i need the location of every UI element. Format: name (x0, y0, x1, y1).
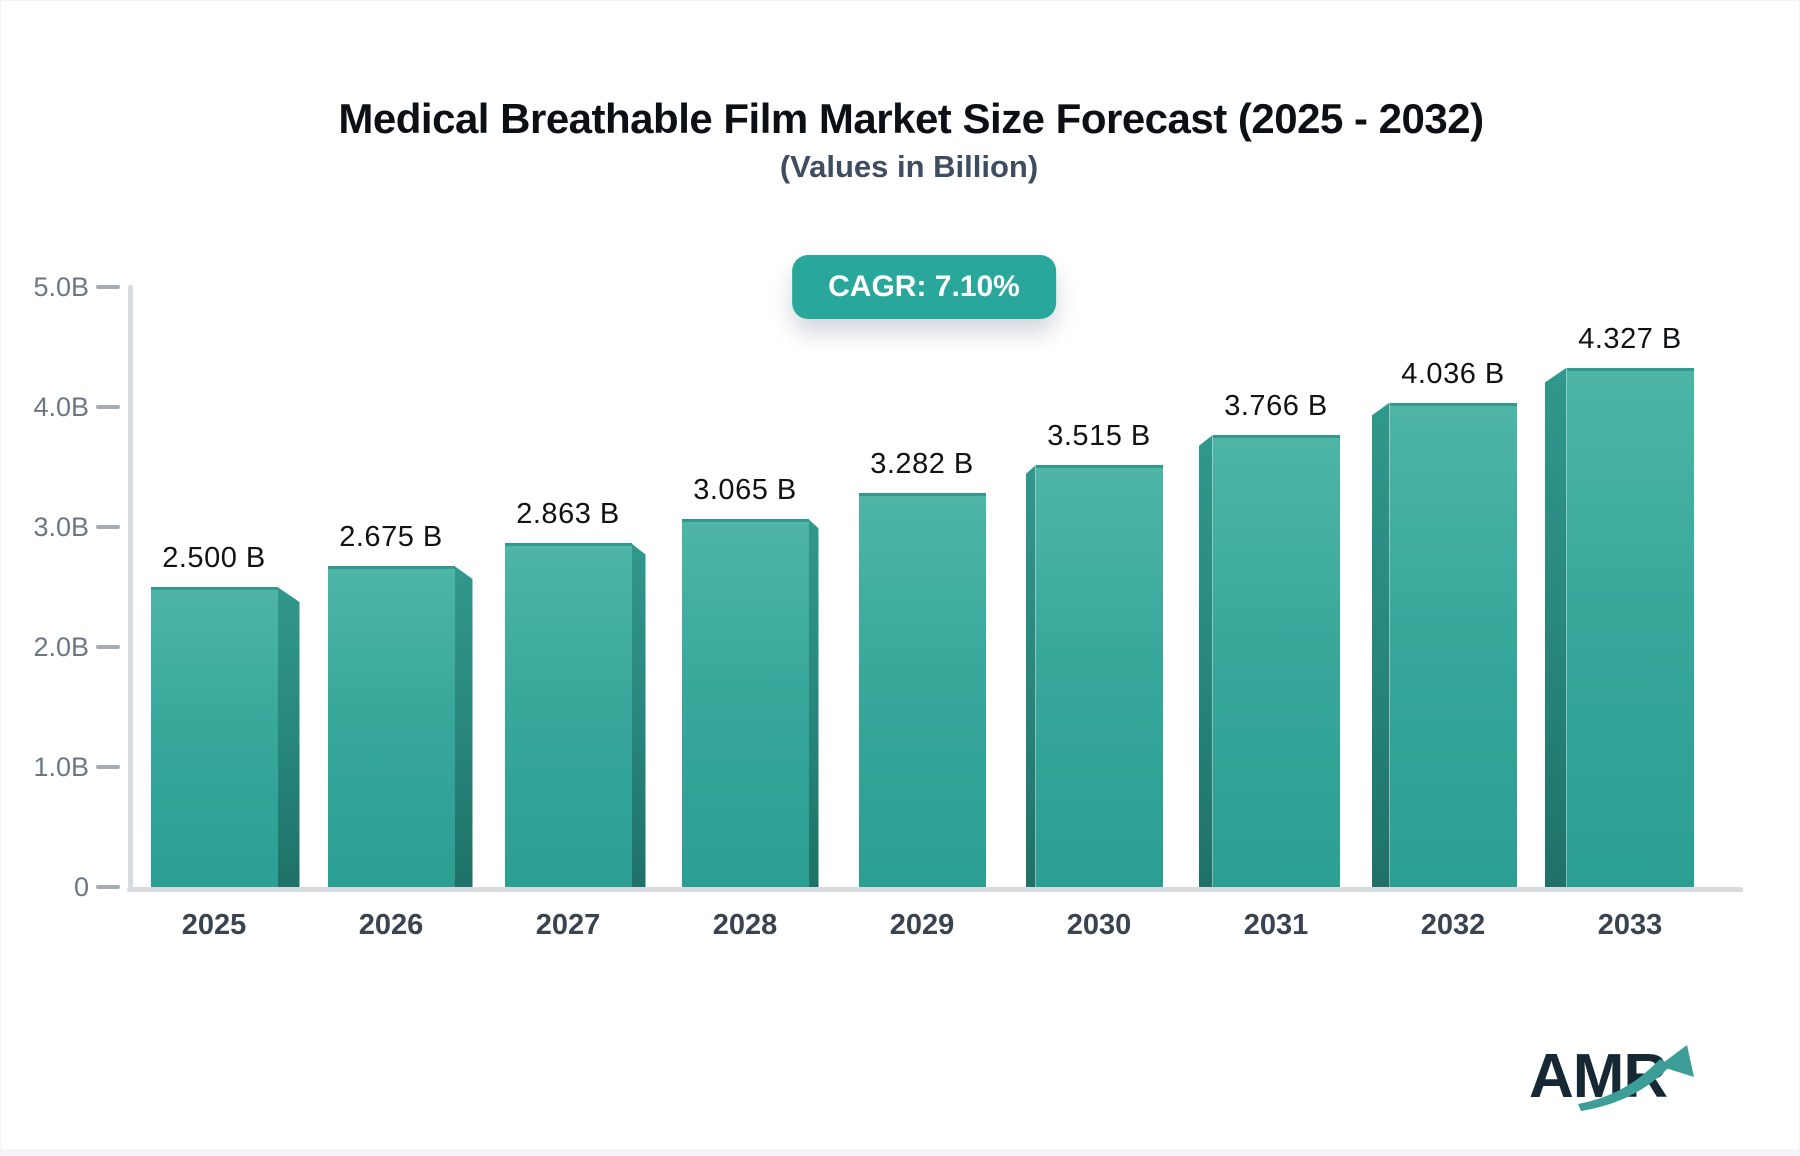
x-axis-tick-label: 2030 (1066, 909, 1132, 941)
bar (1212, 435, 1340, 887)
bar-side-face (1025, 465, 1036, 887)
bar (150, 587, 278, 887)
bar-value-label: 2.500 B (162, 542, 266, 574)
y-axis-tick-label: 3.0B (33, 512, 89, 542)
bar-side-face (454, 566, 473, 887)
bar-side-face (631, 543, 646, 887)
cagr-badge: CAGR: 7.10% (792, 255, 1056, 319)
bar-value-label: 2.675 B (339, 521, 443, 553)
y-axis-tick-mark (96, 645, 120, 649)
y-axis-tick-mark (96, 285, 120, 289)
bar-side-face (1544, 367, 1567, 887)
bar (1389, 402, 1517, 887)
x-axis-line (127, 887, 1743, 892)
bar-value-label: 4.036 B (1401, 357, 1505, 390)
bar-value-label: 2.863 B (516, 498, 620, 531)
bar-value-label: 4.327 B (1578, 322, 1682, 355)
bar (858, 493, 986, 887)
amr-logo-arrowhead-icon (1659, 1045, 1694, 1077)
y-axis-tick-label: 1.0B (33, 752, 89, 782)
bar-value-label: 3.515 B (1047, 420, 1151, 453)
bar-side-face (1198, 435, 1213, 887)
y-axis-tick-mark (96, 885, 120, 889)
bar-value-label: 3.766 B (1224, 390, 1328, 423)
y-axis-line (128, 285, 133, 892)
bar (1566, 367, 1694, 887)
x-axis-tick-label: 2029 (889, 909, 955, 941)
bar (681, 519, 809, 887)
y-axis-tick-mark (96, 525, 120, 529)
bar-value-label: 3.065 B (693, 474, 797, 507)
y-axis-tick-label: 2.0B (33, 632, 89, 662)
bottom-edge-strip (1, 1149, 1799, 1155)
x-axis-tick-label: 2033 (1597, 909, 1663, 941)
bar (504, 543, 632, 887)
y-axis-tick-label: 0 (73, 872, 89, 902)
x-axis-tick-label: 2025 (181, 909, 247, 941)
x-axis-tick-label: 2028 (712, 909, 778, 941)
y-axis-tick-mark (96, 405, 120, 409)
x-axis-tick-label: 2026 (358, 909, 424, 941)
x-axis-tick-label: 2032 (1420, 909, 1486, 941)
chart-title: Medical Breathable Film Market Size Fore… (338, 95, 1484, 142)
y-axis-tick-label: 5.0B (33, 272, 89, 302)
bar (1035, 465, 1163, 887)
chart-subtitle: (Values in Billion) (779, 149, 1039, 184)
bar-side-face (808, 519, 819, 887)
bar-side-face (277, 587, 300, 887)
x-axis-tick-label: 2027 (535, 909, 601, 941)
y-axis-tick-label: 4.0B (33, 392, 89, 422)
bar (327, 566, 455, 887)
amr-logo: AMR (1529, 1042, 1694, 1111)
x-axis-tick-label: 2031 (1243, 909, 1309, 941)
bar-side-face (1371, 402, 1390, 887)
amr-logo-swoosh-icon (1578, 1059, 1671, 1111)
bar-value-label: 3.282 B (870, 448, 974, 481)
y-axis-tick-mark (96, 765, 120, 769)
